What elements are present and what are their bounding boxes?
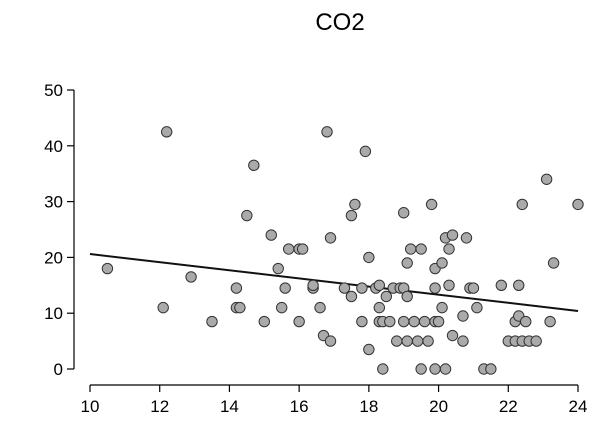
x-tick-label: 18 xyxy=(359,397,378,416)
data-point xyxy=(282,243,295,255)
x-tick-label: 22 xyxy=(499,397,518,416)
data-point xyxy=(384,315,396,328)
data-point xyxy=(471,301,483,314)
data-point xyxy=(422,335,434,347)
data-point xyxy=(338,282,351,294)
data-point xyxy=(436,301,448,314)
data-point xyxy=(401,335,413,347)
data-point xyxy=(530,335,542,347)
data-point xyxy=(293,315,305,328)
data-point xyxy=(418,315,431,328)
data-point xyxy=(432,315,445,328)
data-point xyxy=(446,229,459,241)
data-point xyxy=(391,335,403,347)
data-point xyxy=(439,363,452,375)
data-point xyxy=(436,257,448,269)
data-point xyxy=(373,301,386,314)
data-point xyxy=(324,335,337,347)
data-points xyxy=(101,126,584,375)
data-point xyxy=(411,335,424,347)
x-tick-label: 14 xyxy=(220,397,239,416)
data-point xyxy=(241,209,253,222)
data-point xyxy=(415,363,427,375)
data-point xyxy=(356,315,368,328)
data-point xyxy=(206,315,218,328)
data-point xyxy=(185,271,197,283)
data-point xyxy=(408,315,420,328)
data-point xyxy=(377,363,389,375)
x-tick-label: 24 xyxy=(569,397,588,416)
data-point xyxy=(544,315,556,328)
data-point xyxy=(446,329,459,342)
trend-line-group xyxy=(89,253,579,312)
x-axis: 10 12 14 16 18 20 22 24 xyxy=(81,384,588,416)
data-point xyxy=(547,257,560,269)
data-point xyxy=(279,282,291,294)
data-point xyxy=(429,363,441,375)
data-point xyxy=(485,363,497,375)
data-point xyxy=(443,243,455,255)
data-point xyxy=(513,279,525,291)
data-point xyxy=(248,159,260,172)
data-point xyxy=(160,126,173,138)
data-point xyxy=(230,282,243,294)
data-point xyxy=(272,262,284,275)
data-point xyxy=(516,198,528,211)
data-point xyxy=(359,145,372,158)
data-point xyxy=(363,251,375,264)
data-point xyxy=(345,290,358,303)
data-point xyxy=(398,315,410,328)
data-point xyxy=(429,282,441,294)
data-point xyxy=(443,279,455,291)
data-point xyxy=(276,301,288,314)
data-point xyxy=(314,301,326,314)
data-point xyxy=(415,243,427,255)
data-point xyxy=(457,310,469,322)
x-tick-label: 12 xyxy=(150,397,169,416)
data-point xyxy=(380,290,392,303)
data-point xyxy=(520,315,532,328)
data-point xyxy=(356,282,368,294)
y-tick-label: 10 xyxy=(44,304,63,323)
y-tick-label: 30 xyxy=(44,193,63,212)
x-tick-label: 16 xyxy=(290,397,309,416)
data-point xyxy=(349,198,361,211)
data-point xyxy=(373,279,386,291)
data-point xyxy=(404,243,417,255)
data-point xyxy=(345,209,358,222)
data-point xyxy=(495,279,508,291)
y-tick-label: 0 xyxy=(54,360,63,379)
data-point xyxy=(425,198,438,211)
data-point xyxy=(296,243,309,255)
data-point xyxy=(258,315,270,328)
y-tick-label: 40 xyxy=(44,137,63,156)
data-point xyxy=(401,290,413,303)
chart-title: CO2 xyxy=(315,9,364,36)
y-axis: 0 10 20 30 40 50 xyxy=(44,81,75,379)
data-point xyxy=(307,279,319,291)
data-point xyxy=(467,282,480,294)
data-point xyxy=(321,126,333,138)
data-point xyxy=(234,301,246,314)
data-point xyxy=(265,229,277,241)
data-point xyxy=(401,257,413,269)
y-tick-label: 50 xyxy=(44,81,63,100)
x-tick-label: 20 xyxy=(429,397,448,416)
x-tick-label: 10 xyxy=(81,397,100,416)
data-point xyxy=(460,232,473,244)
data-point xyxy=(101,262,114,275)
data-point xyxy=(572,198,584,211)
data-point xyxy=(157,301,169,314)
trend-line xyxy=(89,253,579,312)
data-point xyxy=(457,335,469,347)
data-point xyxy=(324,232,337,244)
data-point xyxy=(398,207,410,219)
y-tick-label: 20 xyxy=(44,248,63,267)
data-point xyxy=(363,343,375,356)
data-point xyxy=(540,173,553,185)
